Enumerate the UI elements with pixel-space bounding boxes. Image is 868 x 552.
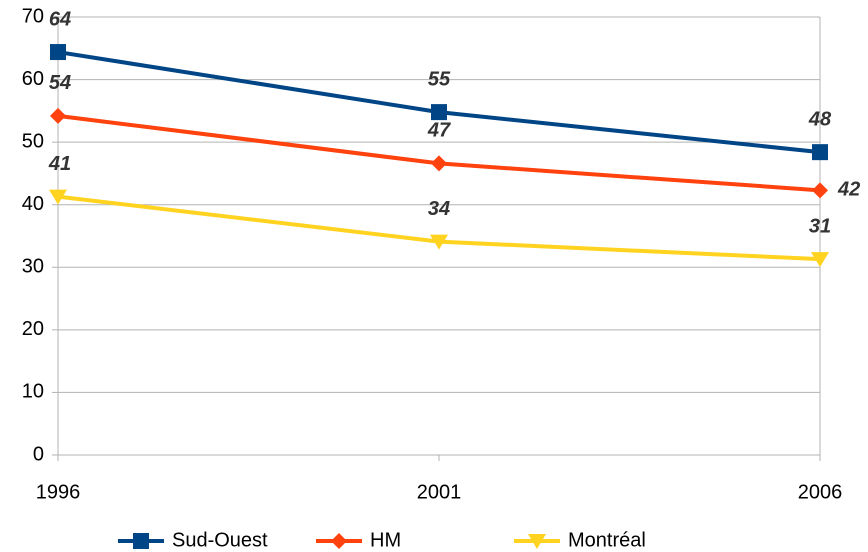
data-point — [431, 104, 447, 121]
data-label: 55 — [428, 68, 451, 90]
legend-marker — [133, 533, 149, 549]
data-point — [812, 182, 828, 199]
data-label: 41 — [48, 153, 71, 175]
legend-label: HM — [370, 529, 401, 551]
legend-label: Sud-Ouest — [172, 529, 268, 551]
y-tick-label: 0 — [33, 443, 44, 465]
legend-marker — [331, 533, 347, 549]
y-tick-label: 70 — [22, 5, 44, 27]
data-point — [50, 107, 66, 124]
x-tick-label: 2001 — [417, 481, 462, 503]
data-label: 54 — [49, 72, 71, 94]
x-tick-label: 1996 — [36, 481, 81, 503]
data-point — [812, 144, 828, 161]
y-tick-label: 50 — [22, 130, 44, 152]
data-label: 42 — [837, 179, 860, 201]
y-tick-label: 60 — [22, 68, 44, 90]
data-point — [811, 252, 829, 268]
data-label: 48 — [808, 108, 832, 130]
data-point — [49, 189, 67, 205]
data-label: 34 — [428, 198, 450, 220]
y-tick-label: 40 — [22, 193, 44, 215]
legend-label: Montréal — [568, 529, 646, 551]
y-tick-label: 10 — [22, 381, 44, 403]
data-point — [431, 155, 447, 172]
data-label: 47 — [427, 120, 451, 142]
data-point — [50, 44, 66, 61]
y-tick-label: 20 — [22, 318, 44, 340]
data-point — [430, 234, 448, 250]
x-tick-label: 2006 — [798, 481, 843, 503]
y-tick-label: 30 — [22, 256, 44, 278]
data-label: 31 — [809, 215, 831, 237]
legend-marker — [528, 534, 546, 549]
data-label: 64 — [49, 8, 71, 30]
